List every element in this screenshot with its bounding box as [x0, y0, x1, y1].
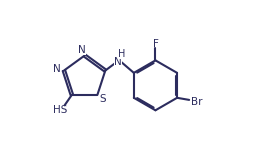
Text: S: S — [99, 94, 105, 104]
Text: H: H — [118, 49, 125, 59]
Text: Br: Br — [191, 96, 202, 107]
Text: N: N — [78, 45, 86, 55]
Text: N: N — [114, 57, 122, 67]
Text: F: F — [152, 39, 158, 49]
Text: HS: HS — [52, 105, 67, 115]
Text: N: N — [53, 64, 61, 74]
